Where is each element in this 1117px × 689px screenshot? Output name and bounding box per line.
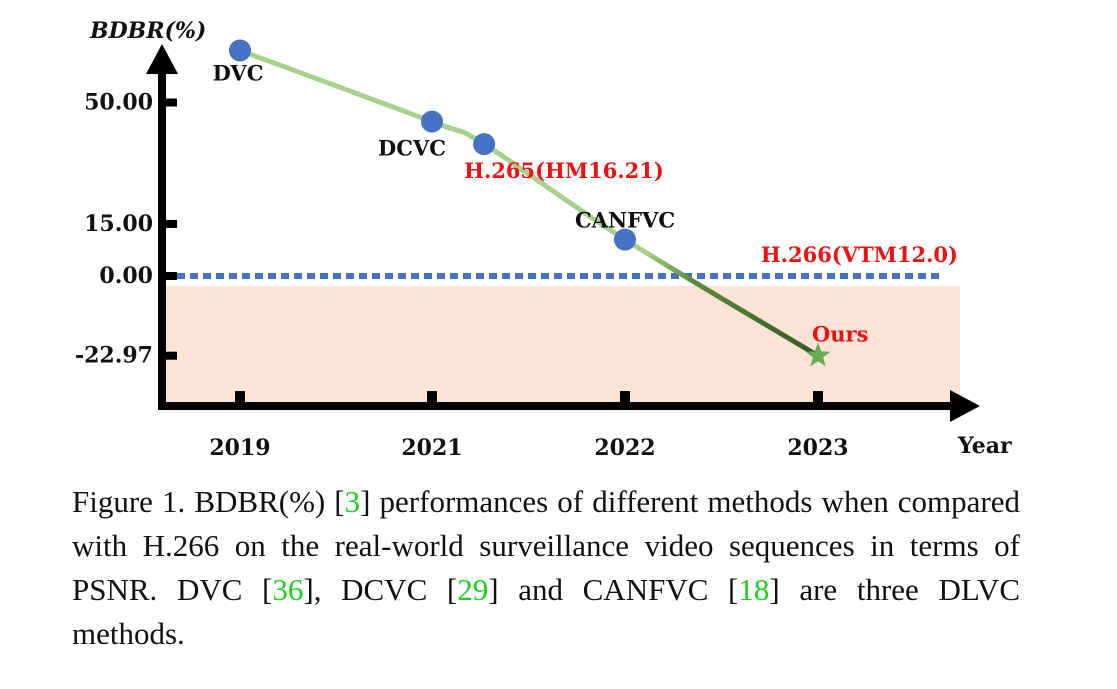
- caption-text-2: ] performances of different methods when…: [72, 484, 1020, 607]
- point-label-ours: Ours: [812, 322, 868, 347]
- citation-link-3[interactable]: 3: [344, 484, 361, 519]
- point-dvc: [229, 39, 251, 62]
- x-tick-mark: [813, 391, 823, 405]
- reference-line-group: H.266(VTM12.0): [164, 242, 958, 279]
- y-tick-label: -22.97: [75, 343, 153, 369]
- bdbr-chart: H.266(VTM12.0) 50.00 15.00 0.00 -22.97 2019 2…: [75, 18, 1012, 462]
- caption-text-5: ] are three DLVC methods.: [72, 572, 1021, 651]
- point-ours: [805, 342, 831, 367]
- point-h-265-hm16-21: [473, 133, 496, 156]
- citation-link-29[interactable]: 29: [457, 572, 489, 607]
- axes: [146, 44, 980, 422]
- x-tick-label: 2021: [401, 435, 462, 461]
- x-axis-arrow: [950, 390, 980, 422]
- figure-caption: Figure 1. BDBR(%) [3] performances of di…: [72, 480, 1020, 656]
- y-tick-mark: [163, 351, 177, 360]
- point-label-h-265-hm16-21: H.265(HM16.21): [464, 158, 664, 183]
- y-tick-mark: [163, 98, 177, 107]
- citation-link-18[interactable]: 18: [738, 572, 770, 607]
- citation-link-36[interactable]: 36: [272, 572, 304, 607]
- point-label-dcvc: DCVC: [378, 136, 446, 161]
- y-axis-arrow: [146, 44, 178, 74]
- point-canfvc: [614, 228, 636, 251]
- y-tick-label: 15.00: [84, 211, 153, 237]
- x-axis-label: Year: [957, 433, 1012, 459]
- point-label-dvc: DVC: [213, 60, 264, 85]
- caption-text-3: ], DCVC [: [303, 572, 458, 607]
- x-tick-mark: [235, 391, 245, 405]
- point-label-canfvc: CANFVC: [575, 208, 675, 233]
- caption-text-4: ] and CANFVC [: [488, 572, 739, 607]
- x-tick-label: 2023: [787, 435, 848, 461]
- x-tick-mark: [427, 391, 437, 405]
- y-tick-label: 50.00: [84, 90, 153, 116]
- improvement-region: [164, 286, 960, 406]
- reference-line-label: H.266(VTM12.0): [761, 242, 958, 267]
- ticks: 50.00 15.00 0.00 -22.97 2019 2021 2022 2023: [75, 90, 849, 462]
- y-tick-label: 0.00: [99, 263, 153, 289]
- point-dcvc: [421, 110, 443, 133]
- y-axis-label: BDBR(%): [89, 18, 206, 44]
- caption-text-1: Figure 1. BDBR(%) [: [72, 484, 345, 519]
- y-tick-mark: [163, 219, 177, 228]
- data-points: DVC DCVC H.265(HM16.21) CANFVC Ours: [213, 39, 868, 367]
- x-tick-label: 2022: [594, 435, 655, 461]
- x-tick-mark: [620, 391, 630, 405]
- y-tick-mark: [163, 272, 177, 280]
- x-tick-label: 2019: [209, 435, 270, 461]
